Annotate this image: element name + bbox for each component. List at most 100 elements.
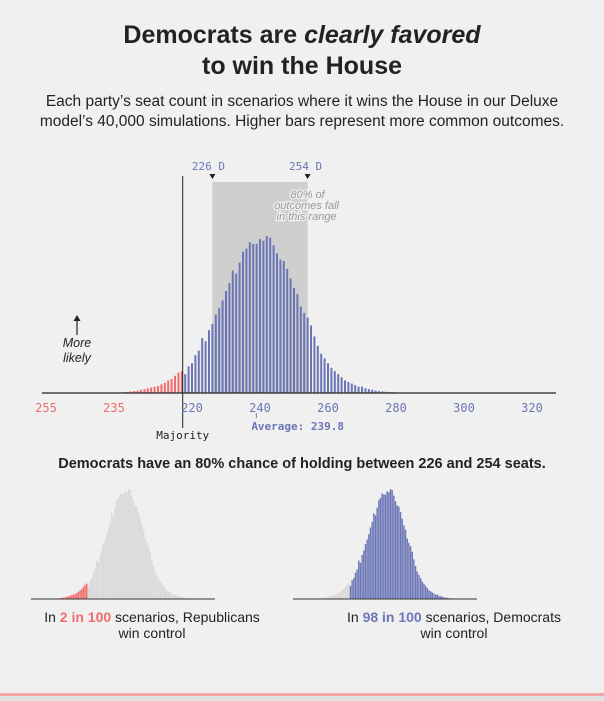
histogram-bar <box>293 287 295 393</box>
mini-histogram-bar <box>129 490 131 599</box>
histogram-bar <box>374 390 377 393</box>
title-text: Democrats are <box>123 21 305 49</box>
mini-histogram-bar <box>386 491 388 599</box>
caption-text: scenarios, Democrats <box>421 609 561 625</box>
histogram-bar <box>330 367 333 393</box>
mini-histogram-bar <box>172 594 175 599</box>
histogram-bar <box>350 383 353 393</box>
mini-histogram-bar <box>169 592 171 599</box>
mini-histogram-bar <box>147 546 150 599</box>
mini-histogram-bar <box>414 566 417 599</box>
subtitle-line1: Each party’s seat count in scenarios whe… <box>45 93 559 110</box>
histogram-bar <box>140 389 142 393</box>
range-high-label: 254 D <box>289 160 322 173</box>
republican-mini-histogram <box>31 489 215 600</box>
mini-histogram-bar <box>406 538 408 599</box>
mini-histogram-bar <box>434 594 437 599</box>
histogram-bar <box>153 386 156 393</box>
mini-histogram-bar <box>76 592 78 599</box>
mini-histogram-bar <box>398 506 400 599</box>
histogram-bar <box>272 245 275 393</box>
histogram-bar <box>197 350 200 393</box>
mini-histogram-bar <box>383 494 385 599</box>
histogram-bar <box>174 375 176 393</box>
mini-histogram-bar <box>102 544 105 599</box>
histogram-bar <box>269 237 272 393</box>
mini-histogram-bar <box>341 590 343 599</box>
mini-histogram-bar <box>157 578 160 599</box>
mini-histogram-bar <box>122 494 125 599</box>
mini-histogram-bar <box>379 497 382 599</box>
more-likely-label: More <box>63 336 92 350</box>
mini-histogram-bar <box>64 597 66 599</box>
histogram-bar <box>180 371 183 393</box>
summary-text: Democrats have an 80% chance of holding … <box>58 456 546 472</box>
mini-histogram-bar <box>141 525 143 599</box>
mini-histogram-bar <box>126 492 128 599</box>
mini-histogram-bar <box>99 555 101 599</box>
histogram-bar <box>143 389 146 393</box>
range-note-line: in this range <box>277 211 337 223</box>
mini-histogram-bar <box>121 494 123 599</box>
mini-histogram-bar <box>181 597 183 599</box>
mini-histogram-bar <box>82 586 85 599</box>
mini-histogram-bar <box>431 592 433 599</box>
histogram-bar <box>208 330 210 393</box>
mini-histogram-bar <box>77 591 80 599</box>
mini-histogram-bar <box>339 591 342 599</box>
x-tick-label: 235 <box>103 401 125 415</box>
mini-histogram-bar <box>117 497 120 599</box>
histogram-bar <box>316 345 319 393</box>
histogram-bar <box>170 378 173 393</box>
x-tick-label: 240 <box>249 401 271 415</box>
histogram-bar <box>160 384 163 393</box>
mini-histogram-bar <box>391 490 393 599</box>
mini-histogram-bar <box>152 566 155 599</box>
histogram-bar <box>381 391 384 393</box>
range-note: 80% of outcomes fall in this range <box>273 188 341 225</box>
histogram-bar <box>235 273 238 393</box>
histogram-bar <box>296 294 299 393</box>
democrat-mini-histogram <box>293 489 477 600</box>
mini-histogram-bar <box>146 542 148 599</box>
bottom-shadow <box>0 696 604 701</box>
histogram-bar <box>357 386 360 393</box>
mini-histogram-bar <box>167 591 170 599</box>
histogram-bar <box>255 243 258 393</box>
title-text-line2: to win the House <box>202 52 402 80</box>
histogram-bar <box>279 259 282 393</box>
mini-histogram-bar <box>326 597 328 599</box>
histogram-bar <box>259 239 261 393</box>
mini-histogram-bar <box>106 534 108 599</box>
mini-histogram-bar <box>439 596 442 599</box>
mini-histogram-bar <box>91 578 93 599</box>
mini-histogram-bar <box>421 581 423 599</box>
mini-histogram-bar <box>413 559 415 599</box>
histogram-bar <box>347 382 350 393</box>
caption-text: In <box>346 609 363 625</box>
mini-histogram-bar <box>162 585 165 599</box>
average-label: Average: 239.8 <box>251 420 344 433</box>
histogram-bar <box>228 283 231 393</box>
mini-histogram-bar <box>358 560 360 599</box>
histogram-bar <box>361 386 363 393</box>
histogram-bar <box>177 372 180 393</box>
x-tick-label: 255 <box>35 401 57 415</box>
x-tick-label: 320 <box>521 401 543 415</box>
histogram-bar <box>265 236 268 393</box>
mini-histogram-bar <box>74 594 76 599</box>
mini-histogram-bar <box>423 583 425 599</box>
histogram-bar <box>252 243 255 393</box>
mini-histogram-bar <box>408 542 410 599</box>
mini-histogram-bar <box>404 529 407 599</box>
mini-histogram-bar <box>86 583 88 599</box>
mini-histogram-bar <box>142 529 145 599</box>
histogram-bar <box>354 385 357 393</box>
mini-histogram-bar <box>137 512 140 599</box>
mini-histogram-bar <box>177 596 180 599</box>
mini-histogram-bar <box>366 539 368 599</box>
mini-histogram-bar <box>363 550 365 599</box>
caption-highlight: 2 in 100 <box>59 609 112 625</box>
histogram-bar <box>218 308 221 393</box>
histogram-bar <box>333 371 336 393</box>
